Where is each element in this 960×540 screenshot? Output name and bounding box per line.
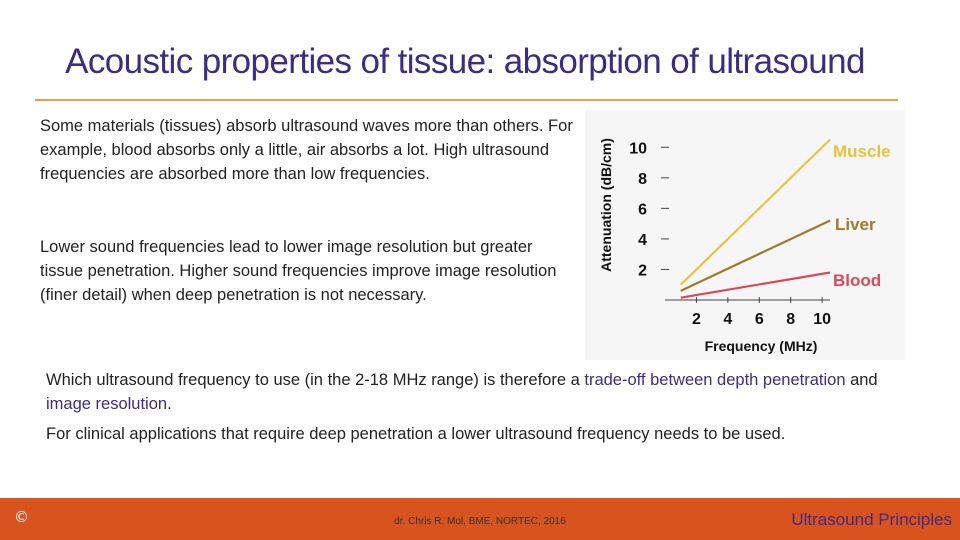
x-tick-label-2: 6 [755,311,764,328]
attenuation-chart-svg: Attenuation (dB/cm) Frequency (MHz) 2 4 6 8… [598,138,891,354]
slide-title: Acoustic properties of tissue: absorptio… [65,42,865,81]
series-label-liver: Liver [835,215,876,234]
y-tick-label-4: 10 [629,140,647,157]
copyright-symbol: © [14,508,29,526]
y-tick-label-0: 2 [638,262,647,279]
paragraph-clinical: For clinical applications that require d… [46,425,786,443]
paragraph-absorption: Some materials (tissues) absorb ultrasou… [40,117,573,183]
y-tick-label-2: 6 [638,201,647,218]
footer-bar: © dr. Chris R. Mol, BME, NORTEC, 2016 Ul… [0,498,960,540]
y-tick-label-3: 8 [638,171,647,188]
chart-x-axis-label: Frequency (MHz) [705,338,818,354]
series-line-muscle [679,138,831,286]
tradeoff-text-3: . [167,395,172,413]
series-line-liver [680,219,831,292]
x-tick-label-4: 10 [813,311,831,328]
series-label-muscle: Muscle [833,142,891,161]
title-divider [35,99,898,101]
y-tick-label-1: 4 [638,232,647,249]
x-tick-label-1: 4 [723,311,732,328]
x-tick-label-3: 8 [786,311,795,328]
series-label-blood: Blood [833,271,881,290]
paragraph-frequency-resolution: Lower sound frequencies lead to lower im… [40,238,557,304]
footer-course-title: Ultrasound Principles [791,510,952,529]
x-tick-label-0: 2 [692,311,701,328]
attenuation-chart: Attenuation (dB/cm) Frequency (MHz) 2 4 6 8… [585,110,905,360]
tradeoff-highlight-resolution: image resolution [46,395,168,413]
tradeoff-text-2: and [845,371,878,389]
footer-author: dr. Chris R. Mol, BME, NORTEC, 2016 [394,516,566,527]
paragraph-tradeoff: Which ultrasound frequency to use (in th… [46,368,926,416]
tradeoff-highlight-depth: trade-off between depth penetration [584,371,846,389]
tradeoff-text-1: Which ultrasound frequency to use (in th… [46,371,585,389]
series-line-blood [680,271,831,299]
chart-y-axis-label: Attenuation (dB/cm) [598,138,614,272]
